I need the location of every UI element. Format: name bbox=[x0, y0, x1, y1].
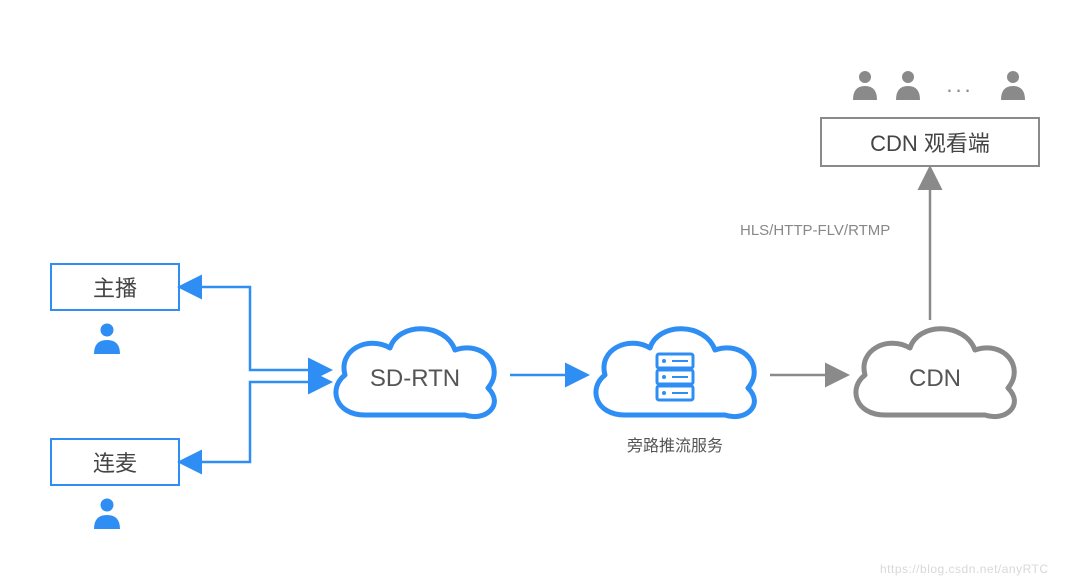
watermark: https://blog.csdn.net/anyRTC bbox=[880, 562, 1049, 576]
edge-cdn-viewer bbox=[0, 0, 1078, 586]
edge-cdn-viewer-label: HLS/HTTP-FLV/RTMP bbox=[740, 222, 890, 239]
